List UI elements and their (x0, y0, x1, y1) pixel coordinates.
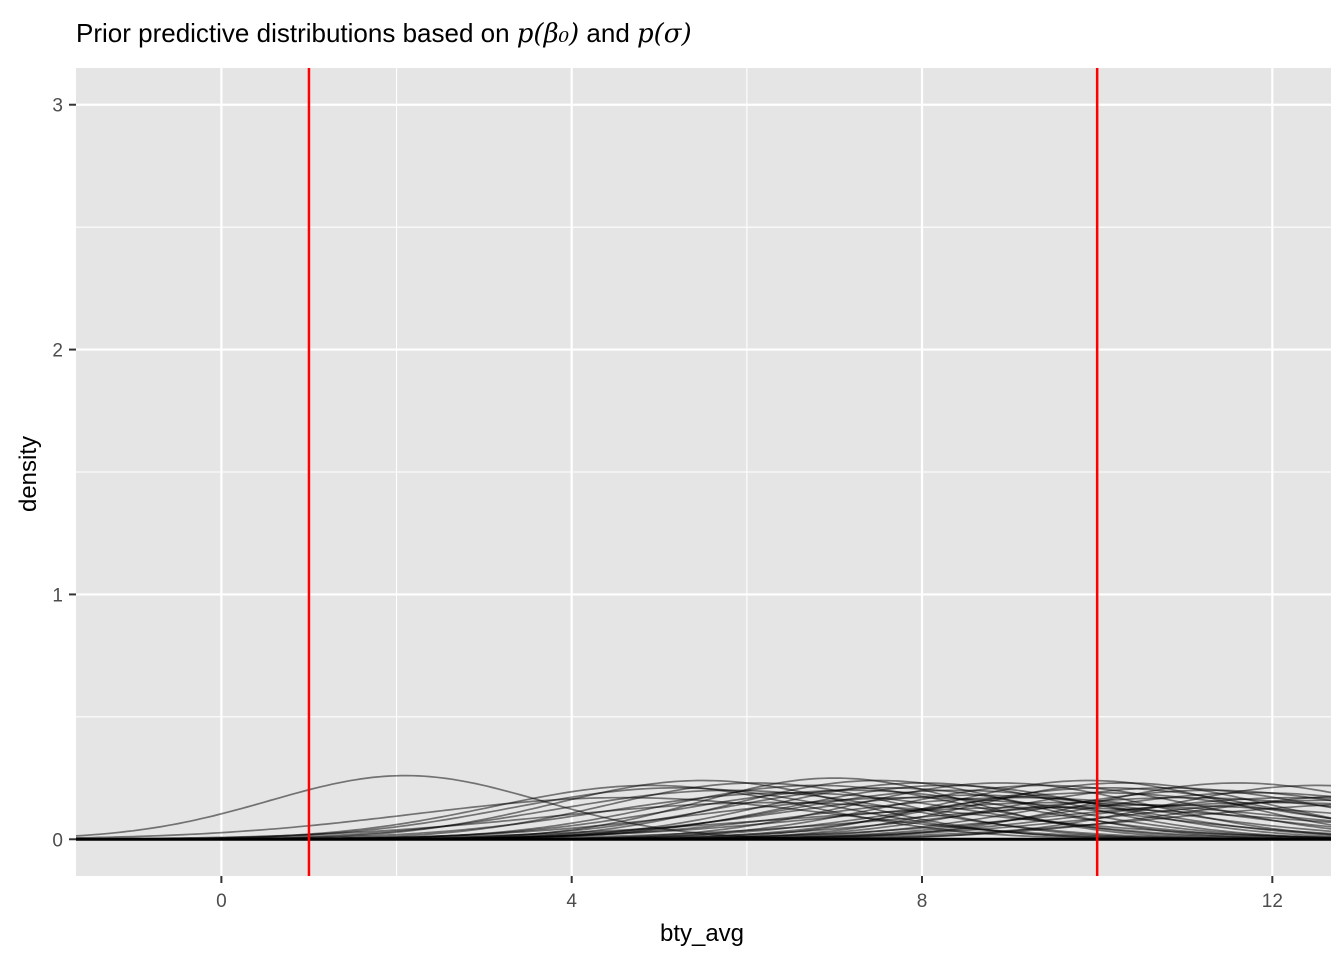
x-tick-label: 4 (566, 891, 577, 912)
x-axis: 0 4 8 12 (216, 876, 1283, 912)
y-axis: 0 1 2 3 (52, 96, 76, 851)
density-curve (75, 796, 1331, 840)
density-curve (76, 789, 1331, 841)
chart-title: Prior predictive distributions based on … (76, 18, 692, 49)
density-curve (76, 801, 1332, 840)
chart-title-math-sigma: p(σ) (637, 19, 692, 49)
x-tick-label: 8 (917, 891, 928, 912)
x-tick-label: 0 (216, 891, 227, 912)
y-tick-label: 2 (52, 341, 63, 362)
x-tick-label: 12 (1262, 891, 1283, 912)
y-axis-title: density (15, 436, 42, 512)
chart-title-prefix: Prior predictive distributions based on (76, 18, 517, 48)
reference-lines (307, 68, 1099, 876)
chart-title-and: and (579, 18, 637, 48)
y-tick-label: 1 (52, 585, 63, 606)
y-tick-label: 0 (52, 830, 63, 851)
x-axis-title: bty_avg (660, 920, 744, 947)
density-curves (75, 774, 1332, 841)
chart-title-math-beta: p(β₀) (517, 19, 579, 49)
y-tick-label: 3 (52, 96, 63, 117)
